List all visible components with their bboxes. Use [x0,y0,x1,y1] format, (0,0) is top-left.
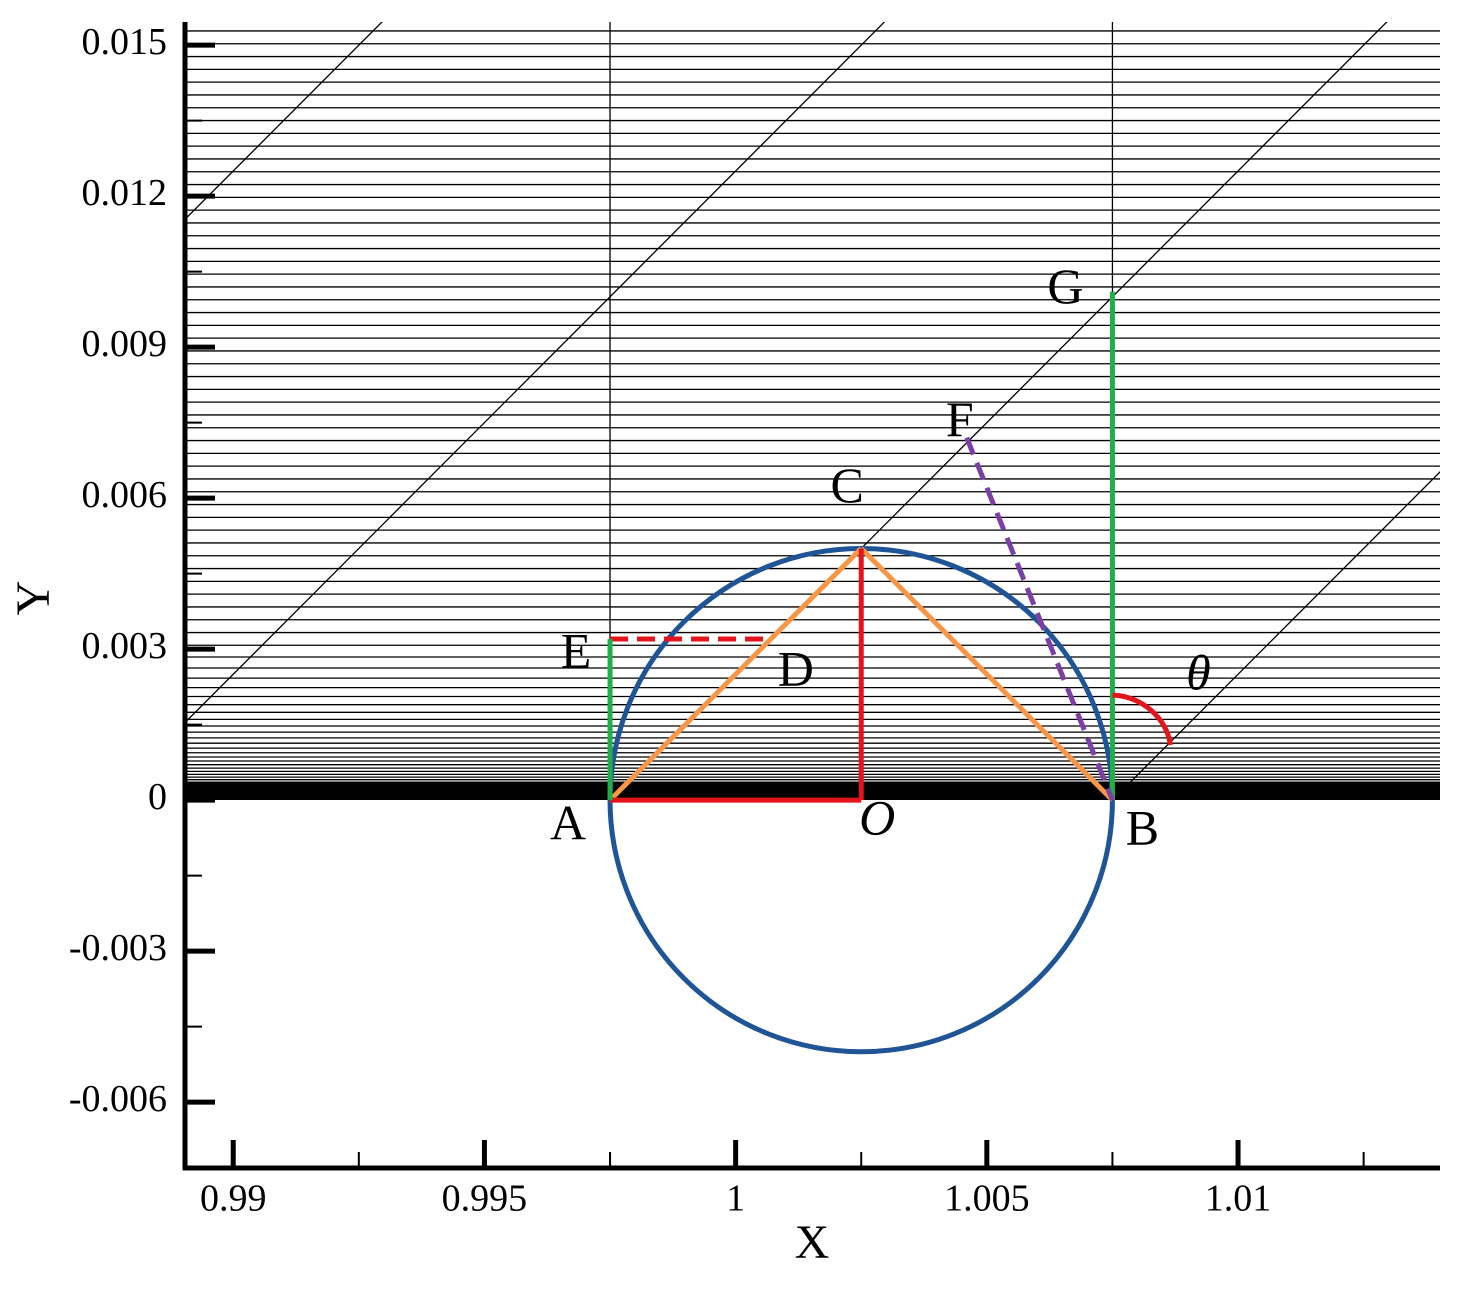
shapes: θ A B C D E F G O [550,258,1211,1055]
x-axis-label: X [795,1216,830,1269]
mesh [185,22,1440,800]
axes: X Y -0.006 -0.003 0 0.003 0.006 0.009 0.012 0.0… [7,21,1440,1269]
mesh-line [185,22,383,221]
y-tick-label: 0.009 [82,323,168,365]
point-label: C [831,457,864,513]
mesh-line [1111,471,1440,800]
y-tick-label: 0.003 [82,625,168,667]
point-label: O [859,790,895,846]
segment [859,546,1115,802]
segment [608,546,864,802]
y-tick-label: 0.006 [82,474,168,516]
y-axis-label: Y [7,581,60,616]
y-tick-label: 0.015 [82,21,168,63]
point-label: F [946,391,974,447]
x-tick-label: 1.01 [1205,1178,1272,1220]
point-label: G [1047,258,1083,314]
segment [964,436,1115,802]
x-tick-label: 1 [726,1178,745,1220]
point-label: A [550,795,586,851]
mesh-line [185,22,886,724]
mesh-band [185,782,1440,800]
x-tick-label: 0.995 [442,1178,528,1220]
y-tick-label: -0.003 [69,927,167,969]
angle-label: θ [1186,644,1211,700]
x-tick-label: 1.005 [944,1178,1030,1220]
angle-arc [1112,692,1173,746]
y-tick-label: 0 [148,776,167,818]
point-label: E [561,623,592,679]
y-tick-label: -0.006 [69,1078,167,1120]
point-label: D [778,641,814,697]
x-tick-label: 0.99 [200,1178,267,1220]
point-label: B [1126,800,1159,856]
y-tick-label: 0.012 [82,172,168,214]
